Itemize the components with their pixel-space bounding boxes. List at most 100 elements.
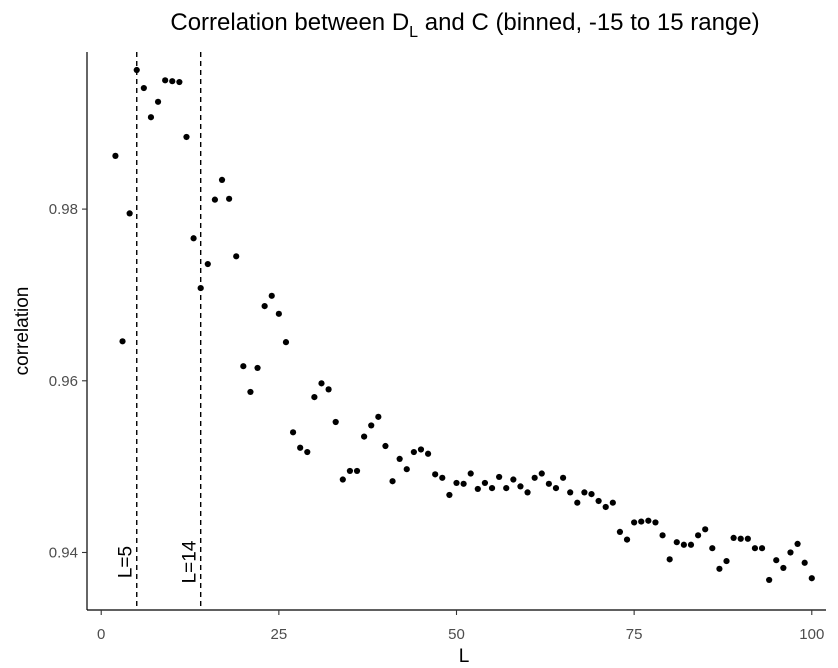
data-point: [552, 484, 560, 492]
data-point: [702, 526, 709, 533]
data-point: [382, 442, 389, 450]
data-point: [780, 564, 787, 572]
data-point: [346, 467, 354, 475]
data-point: [588, 491, 595, 498]
data-point: [567, 489, 574, 496]
data-point: [169, 78, 176, 85]
data-point: [439, 474, 446, 481]
data-point: [268, 292, 275, 299]
data-point: [616, 528, 624, 535]
reference-line-label-1: L=5: [116, 546, 137, 578]
data-point: [304, 448, 311, 456]
data-point: [140, 84, 147, 92]
data-point: [488, 484, 496, 492]
data-point: [510, 476, 517, 483]
data-point: [474, 485, 481, 493]
data-point: [559, 474, 567, 481]
data-point: [424, 450, 432, 457]
data-point: [737, 535, 744, 542]
data-point: [602, 503, 609, 511]
data-point: [147, 114, 155, 121]
plot-area: L=5 L=14: [112, 52, 815, 610]
data-point: [531, 474, 538, 481]
data-point: [666, 556, 673, 563]
data-point: [197, 284, 204, 292]
data-point: [353, 467, 361, 475]
data-point: [758, 545, 766, 552]
data-point: [396, 455, 403, 463]
data-point: [794, 540, 801, 547]
y-tick-label: 0.94: [49, 544, 78, 561]
data-point: [226, 195, 233, 202]
chart-title-main: Correlation between D: [170, 9, 409, 36]
chart-title: Correlation between DL and C (binned, -1…: [170, 9, 759, 41]
data-point: [517, 483, 524, 490]
data-point: [254, 364, 261, 372]
data-point: [581, 489, 588, 496]
data-point: [204, 260, 211, 268]
x-axis-ticks: 0 25 50 75 100: [97, 610, 824, 643]
data-point: [645, 517, 652, 524]
data-point: [211, 196, 219, 203]
data-point: [680, 541, 687, 548]
data-point: [240, 363, 247, 370]
data-point: [190, 235, 197, 242]
data-point: [282, 339, 290, 346]
data-point: [709, 545, 716, 552]
data-point: [361, 433, 368, 440]
data-point: [112, 152, 119, 159]
chart-title-rest: and C (binned, -15 to 15 range): [418, 9, 760, 36]
x-axis-title: L: [459, 646, 470, 667]
data-point: [133, 66, 140, 74]
data-point: [687, 541, 695, 548]
x-tick-label: 50: [448, 626, 465, 643]
data-point: [446, 491, 453, 499]
data-point: [119, 338, 126, 345]
data-point: [339, 476, 346, 483]
x-tick-label: 0: [97, 626, 105, 643]
data-point: [417, 446, 425, 453]
data-point: [694, 532, 702, 539]
data-point: [787, 549, 794, 556]
data-point: [289, 429, 297, 436]
data-point: [183, 133, 190, 141]
data-point: [652, 519, 659, 526]
data-point: [503, 484, 510, 492]
data-point: [623, 536, 631, 543]
data-point: [332, 418, 339, 426]
data-point: [410, 448, 417, 456]
data-point: [176, 78, 183, 86]
data-point: [275, 310, 282, 317]
data-point: [432, 471, 439, 478]
data-point: [496, 473, 503, 481]
x-tick-label: 75: [626, 626, 643, 643]
data-point: [631, 519, 638, 526]
data-point: [481, 479, 489, 487]
data-point: [126, 210, 133, 217]
data-point: [673, 539, 680, 546]
data-point: [218, 176, 226, 184]
x-tick-label: 100: [799, 626, 824, 643]
y-tick-label: 0.96: [49, 373, 78, 390]
y-axis-ticks: 0.94 0.96 0.98: [49, 201, 87, 561]
data-point: [538, 470, 545, 477]
data-point: [574, 499, 581, 506]
data-point: [467, 470, 474, 477]
data-point: [723, 557, 730, 565]
data-point: [325, 386, 332, 393]
y-axis-title: correlation: [12, 287, 33, 376]
data-point: [716, 565, 723, 572]
chart-title-subscript: L: [409, 24, 418, 41]
data-point: [595, 497, 602, 505]
data-point: [524, 489, 531, 496]
data-point: [403, 466, 410, 473]
data-point: [545, 480, 552, 487]
data-point: [744, 535, 751, 542]
data-point: [766, 576, 773, 584]
data-point: [162, 77, 169, 84]
data-point: [247, 388, 254, 396]
reference-line-label-2: L=14: [180, 540, 201, 583]
data-point: [368, 422, 375, 429]
x-tick-label: 25: [271, 626, 288, 643]
